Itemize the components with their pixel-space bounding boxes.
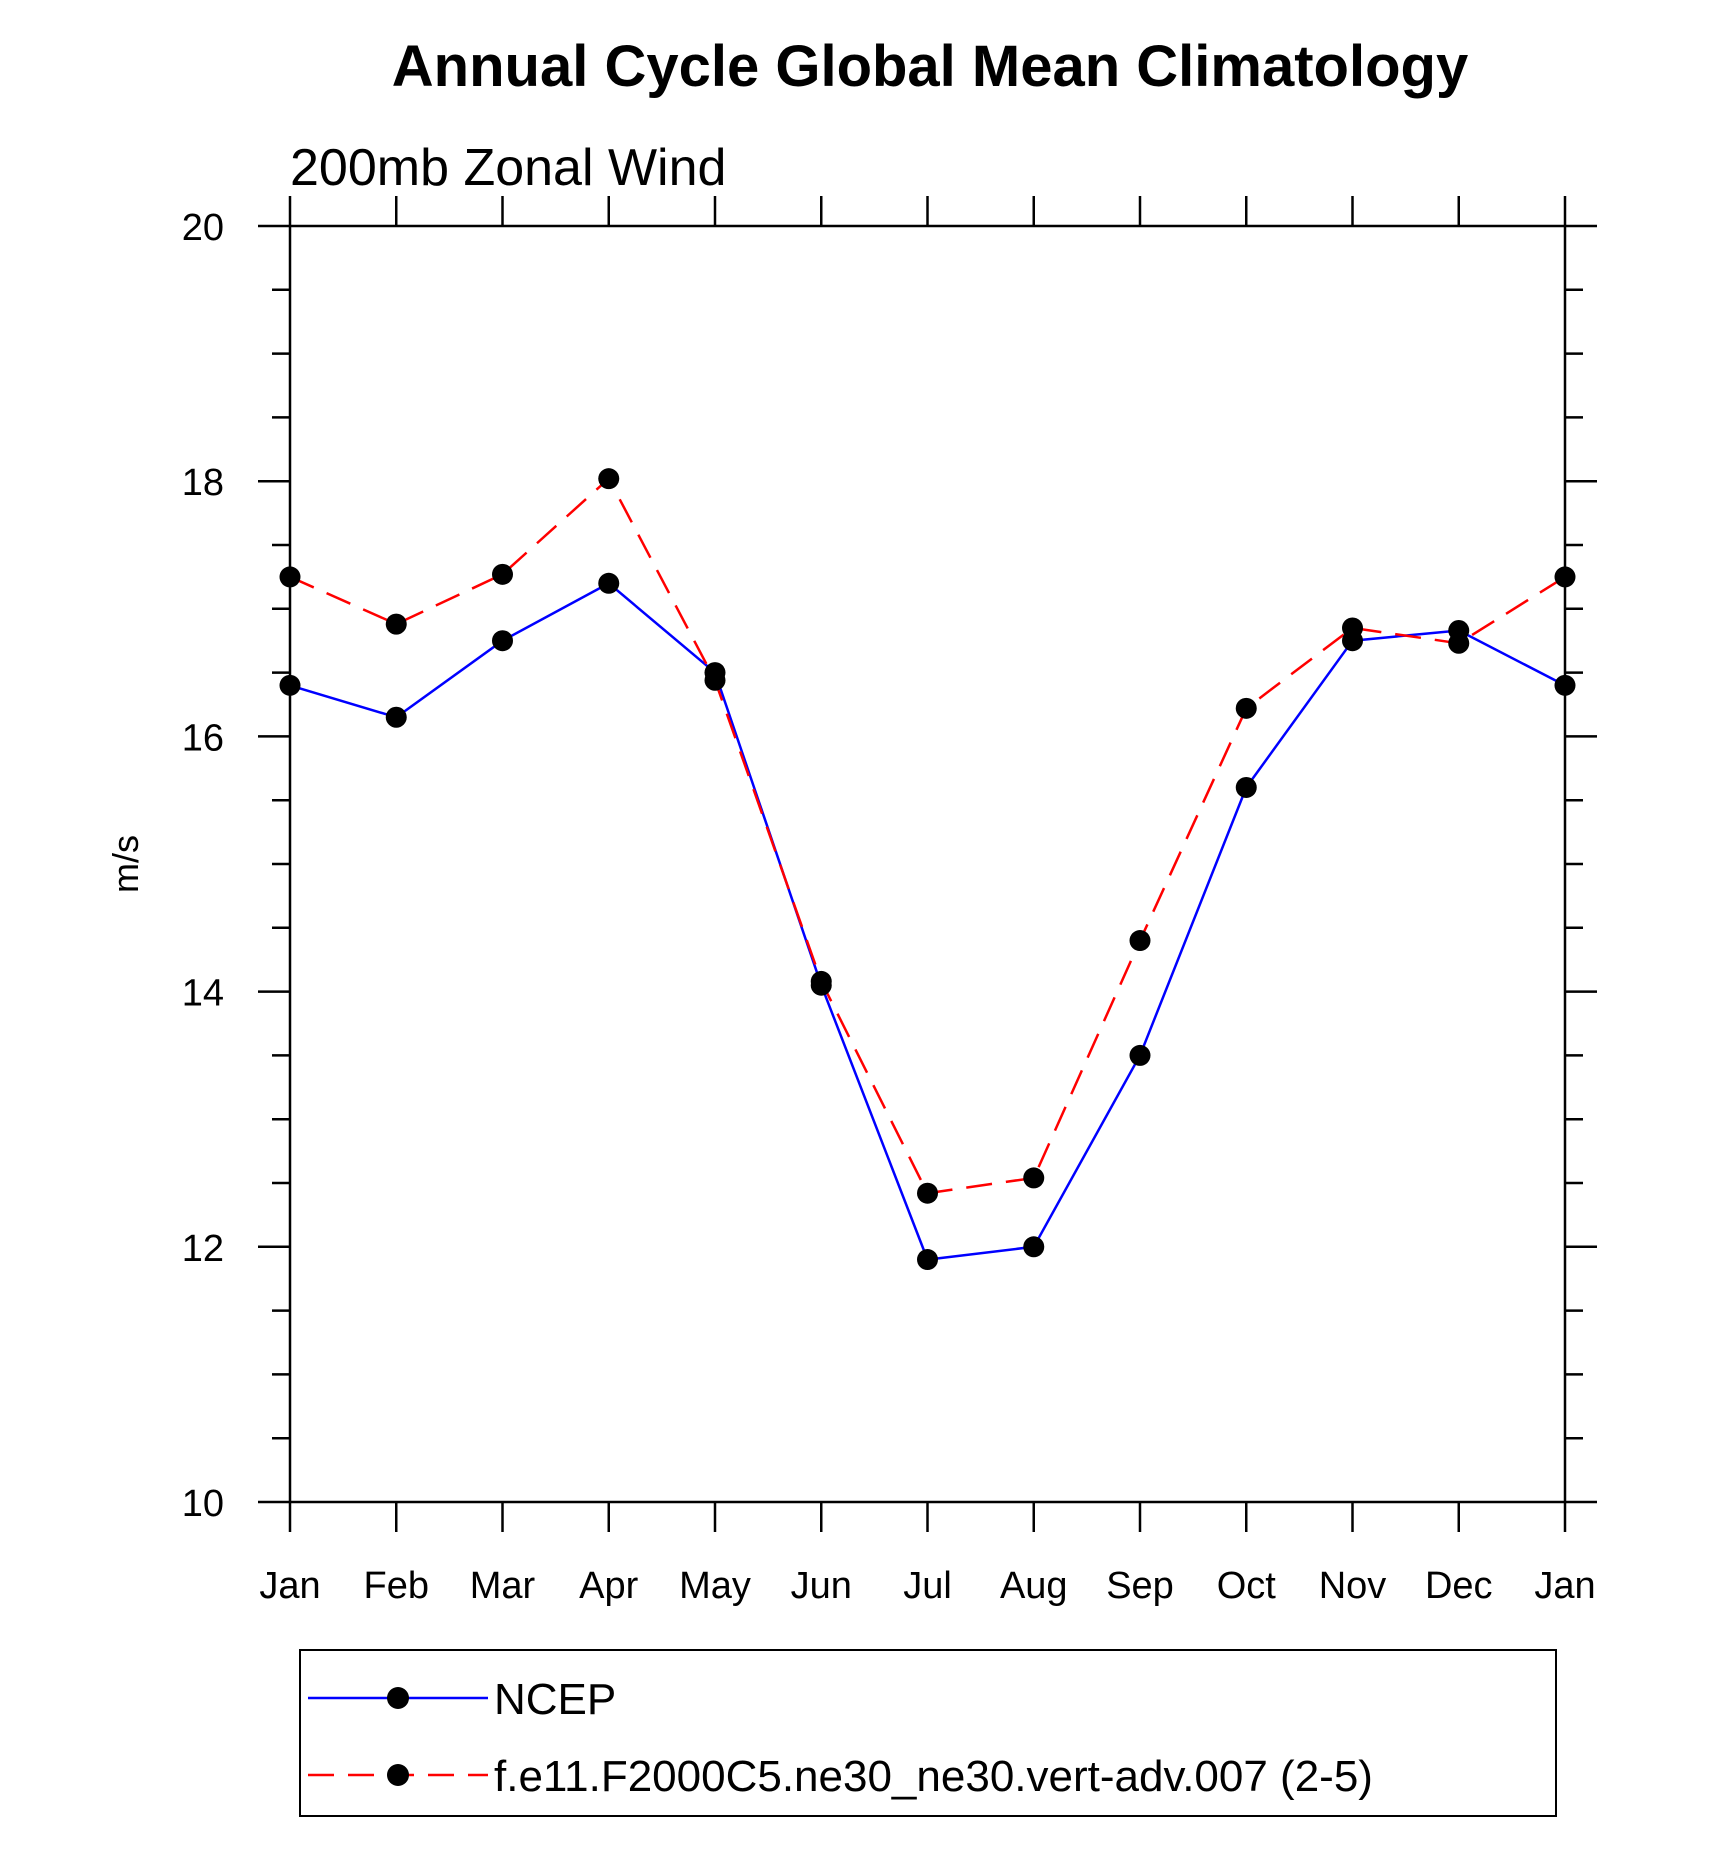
legend-item-ncep: NCEP: [308, 1675, 616, 1724]
data-point-series-1: [1554, 566, 1576, 588]
data-point-series-0: [1129, 1044, 1151, 1066]
x-tick-label: Jan: [1534, 1565, 1595, 1607]
plot-frame: [288, 224, 1567, 1504]
series-line-0: [289, 581, 1566, 1261]
x-tick-label: Sep: [1106, 1565, 1174, 1607]
data-point-series-1: [917, 1182, 938, 1204]
y-tick-label: 10: [182, 1483, 224, 1525]
y-tick-label: 14: [182, 973, 224, 1015]
data-point-series-1: [492, 563, 513, 585]
legend-box: [299, 1649, 1557, 1817]
series-line-1: [289, 476, 1566, 1195]
x-tick-label: Nov: [1319, 1565, 1387, 1607]
data-point-series-1: [1448, 632, 1470, 654]
legend-label-ncep: NCEP: [494, 1675, 616, 1724]
data-point-series-1: [1129, 930, 1151, 952]
x-tick-label: Jan: [259, 1565, 320, 1607]
data-point-series-1: [704, 669, 726, 691]
data-point-series-1: [1023, 1167, 1045, 1189]
data-point-series-1: [810, 970, 832, 992]
x-tick-label: May: [679, 1565, 751, 1607]
chart-subtitle: 200mb Zonal Wind: [290, 139, 726, 197]
legend-label-model: f.e11.F2000C5.ne30_ne30.vert-adv.007 (2-…: [494, 1752, 1373, 1801]
x-tick-label: Apr: [579, 1565, 638, 1607]
series-layer: [279, 468, 1576, 1271]
y-axis-label: m/s: [105, 835, 146, 893]
data-point-series-1: [385, 613, 407, 635]
data-point-series-1: [1235, 697, 1257, 719]
x-tick-label: Dec: [1425, 1565, 1493, 1607]
data-point-series-1: [598, 468, 620, 490]
data-point-series-0: [598, 572, 620, 594]
x-tick-label: Feb: [364, 1565, 429, 1607]
data-point-series-0: [385, 706, 407, 728]
y-tick-label: 16: [182, 717, 224, 759]
y-tick-label: 12: [182, 1228, 224, 1270]
data-point-series-0: [279, 674, 301, 696]
legend: NCEP f.e11.F2000C5.ne30_ne30.vert-adv.00…: [299, 1649, 1557, 1817]
x-tick-label: Jun: [791, 1565, 852, 1607]
data-point-series-1: [279, 566, 301, 588]
data-point-series-0: [1554, 674, 1576, 696]
data-point-series-0: [1235, 776, 1257, 798]
data-point-series-0: [917, 1249, 938, 1271]
legend-marker-ncep: [387, 1687, 409, 1709]
legend-item-model: f.e11.F2000C5.ne30_ne30.vert-adv.007 (2-…: [308, 1752, 1373, 1801]
legend-marker-model: [387, 1764, 409, 1786]
x-tick-label: Aug: [1000, 1565, 1068, 1607]
axes: Jan Feb Mar Apr May Jun Jul Aug Sep Oct Nov Dec Jan 1…: [182, 196, 1597, 1607]
x-tick-label: Oct: [1217, 1565, 1277, 1607]
data-point-series-1: [1342, 617, 1363, 639]
x-tick-label: Jul: [903, 1565, 952, 1607]
chart-title: Annual Cycle Global Mean Climatology: [392, 34, 1468, 99]
data-point-series-0: [1023, 1236, 1045, 1258]
y-tick-label: 20: [182, 207, 224, 249]
data-point-series-0: [492, 630, 513, 652]
y-tick-label: 18: [182, 462, 224, 504]
x-tick-label: Mar: [470, 1565, 536, 1607]
